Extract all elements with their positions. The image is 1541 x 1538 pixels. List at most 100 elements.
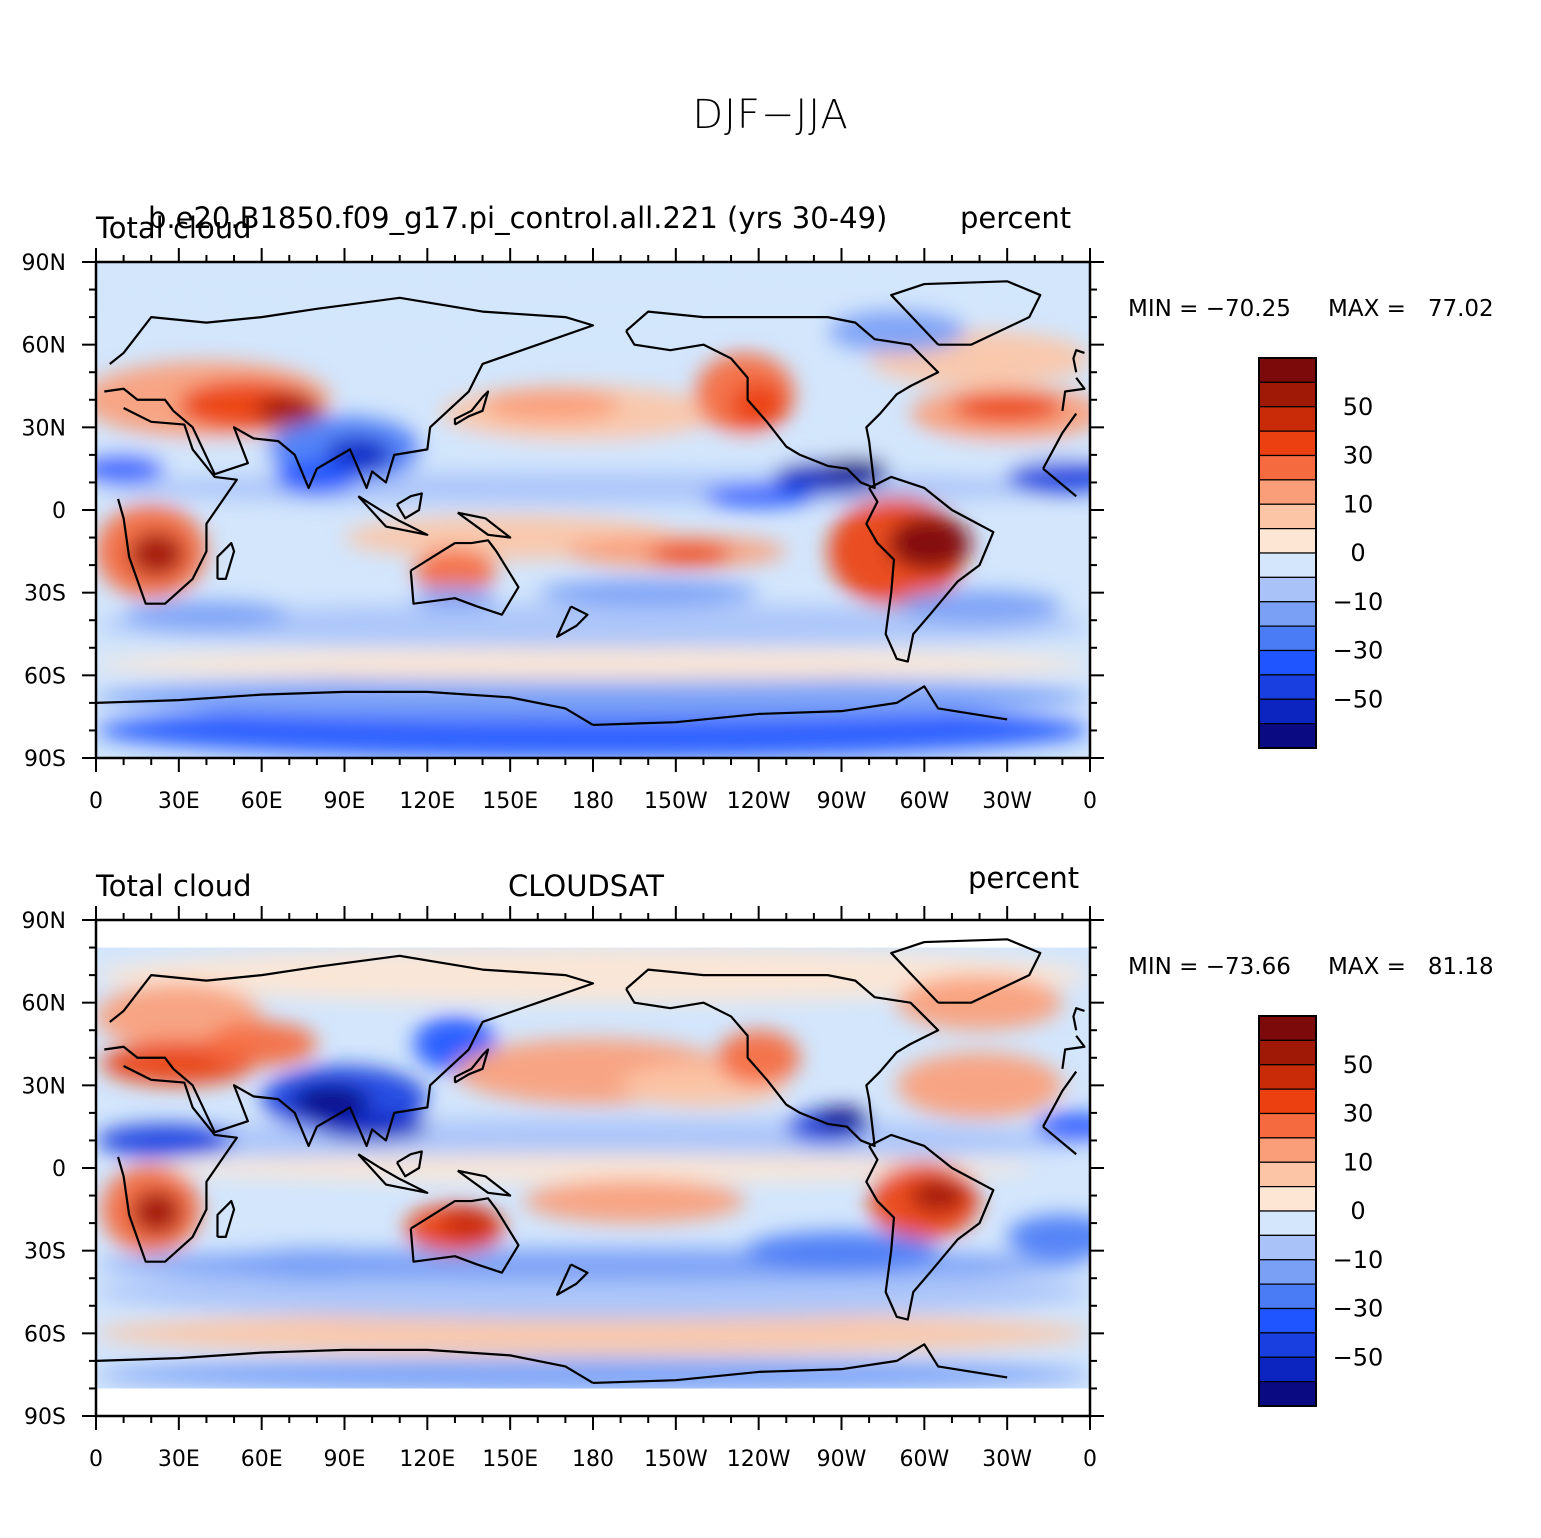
map-panel-model: Total cloud b.e20.B1850.f09_g17.pi_contr… [22,201,1494,815]
colorbar-label: −50 [1333,685,1384,713]
colorbar-label: 0 [1350,539,1365,567]
map-plot: 0 30E 60E 90E 120E 150E 180 150W 120W 90W 60W 30W 09… [22,248,1384,814]
lon-tick-label: 90W [817,1447,867,1472]
map-plot: 0 30E 60E 90E 120E 150E 180 150W 120W 90W 60W 30W 09… [22,906,1384,1472]
colorbar-label: −10 [1333,588,1384,616]
coastline [625,310,940,490]
contour-blob [206,1021,317,1067]
coastline [556,1263,589,1296]
coastline [1042,1125,1077,1156]
colorbar-label: 50 [1343,393,1374,421]
colorbar-swatch [1258,1307,1317,1334]
contour-blob [96,1358,1090,1389]
lat-tick-label: 30N [22,1074,66,1099]
axis-ticks [82,248,1104,772]
contour-blob [256,394,323,428]
lat-tick-label: 90S [24,747,66,772]
coastline [890,938,1042,1004]
colorbar-swatch [1258,625,1317,652]
contour-blob [96,1311,1090,1356]
coastlines [95,938,1086,1385]
lon-tick-label: 60E [241,789,283,814]
lat-tick-label: 30S [24,1240,66,1265]
coastline [625,968,940,1148]
lon-tick-label: 0 [1083,789,1097,814]
lon-tick-label: 150E [482,789,538,814]
coastline [1072,349,1085,373]
coastline [592,1343,1008,1385]
coastline [409,1197,520,1274]
lon-tick-label: 90W [817,789,867,814]
colorbar-swatch [1258,1356,1317,1383]
lon-tick-label: 60W [899,1447,949,1472]
lon-tick-label: 0 [1083,1447,1097,1472]
min-value-label: MIN = −73.66 [1128,954,1291,980]
coastline [457,1169,512,1197]
contour-blob [888,515,972,571]
lon-tick-label: 150E [482,1447,538,1472]
coastline [216,1199,236,1238]
colorbar-label: −10 [1333,1246,1384,1274]
lat-tick-label: 60N [22,992,66,1017]
lat-tick-label: 30N [22,416,66,441]
coastline [1042,1070,1078,1128]
colorbar-swatch [1258,503,1317,530]
coastline [117,1065,238,1263]
colorbar-label: 10 [1343,490,1374,518]
colorbar-swatch [1258,1381,1317,1407]
axis-ticks [82,906,1104,1430]
lon-tick-label: 120W [727,789,791,814]
max-value-label: MAX = 77.02 [1328,296,1494,322]
contour-shading [96,262,1090,758]
lon-tick-label: 0 [89,1447,103,1472]
contour-blob [482,388,621,422]
contour-blob [234,1247,400,1281]
lat-tick-label: 30S [24,582,66,607]
coastline [556,605,589,638]
colorbar-swatch [1258,1064,1317,1090]
colorbar-swatch [1258,1332,1317,1358]
colorbar-swatch [1258,1210,1317,1236]
coastline [453,390,490,426]
contour-field [96,262,1090,758]
panel-center-label: b.e20.B1850.f09_g17.pi_control.all.221 (… [148,201,888,235]
contour-blob [96,647,1090,681]
lat-tick-label: 90N [22,909,66,934]
colorbar-swatch [1258,1137,1317,1163]
colorbar-swatch [1258,552,1317,578]
colorbar-label: 50 [1343,1051,1374,1079]
lon-tick-label: 150W [644,789,708,814]
lon-tick-label: 150W [644,1447,708,1472]
colorbar-label: 30 [1343,442,1374,470]
coastline [1061,377,1086,411]
colorbar-swatch [1258,1186,1317,1212]
colorbar-swatch [1258,357,1317,383]
colorbar-swatch [1258,576,1317,603]
colorbar-label: 0 [1350,1197,1365,1225]
colorbar-swatch [1258,1015,1317,1041]
coastline [357,495,429,536]
contour-blob [1007,1214,1090,1259]
contour-blob [96,702,1090,758]
colorbar-swatch [1258,1039,1317,1066]
contour-blob [703,485,814,508]
lon-tick-label: 60W [899,789,949,814]
contour-blob [151,1154,1035,1182]
colorbar-swatch [1258,1088,1317,1115]
coastline [457,511,512,539]
contour-blob [325,438,392,472]
coastline [216,541,236,580]
colorbar-frame [1258,357,1317,749]
panel-left-label: Total cloud [96,211,252,245]
lon-tick-label: 30W [982,789,1032,814]
colorbar-swatch [1258,1112,1317,1139]
colorbar-swatch [1258,1259,1317,1285]
colorbar: 50 30 10 0 −10 −30 −50 [1258,357,1384,749]
lon-tick-label: 120E [399,1447,455,1472]
panel-center-label: CLOUDSAT [508,869,665,903]
lon-tick-label: 0 [89,789,103,814]
lon-tick-label: 90E [324,789,366,814]
contour-blob [731,383,787,428]
lon-tick-label: 30E [158,1447,200,1472]
colorbar: 50 30 10 0 −10 −30 −50 [1258,1015,1384,1407]
